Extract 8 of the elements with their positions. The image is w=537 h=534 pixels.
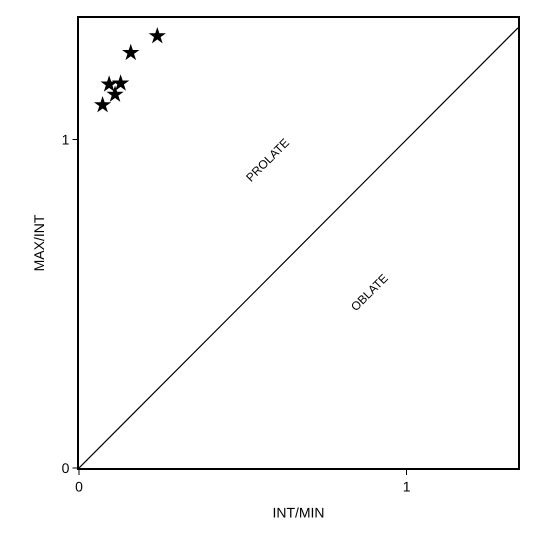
point: [112, 74, 130, 91]
point: [122, 44, 140, 60]
point: [94, 96, 112, 112]
point: [100, 75, 118, 92]
y-axis-title: MAX/INT: [30, 214, 47, 272]
point: [106, 85, 124, 102]
x-axis-title: INT/MIN: [272, 504, 325, 520]
point: [148, 26, 166, 44]
